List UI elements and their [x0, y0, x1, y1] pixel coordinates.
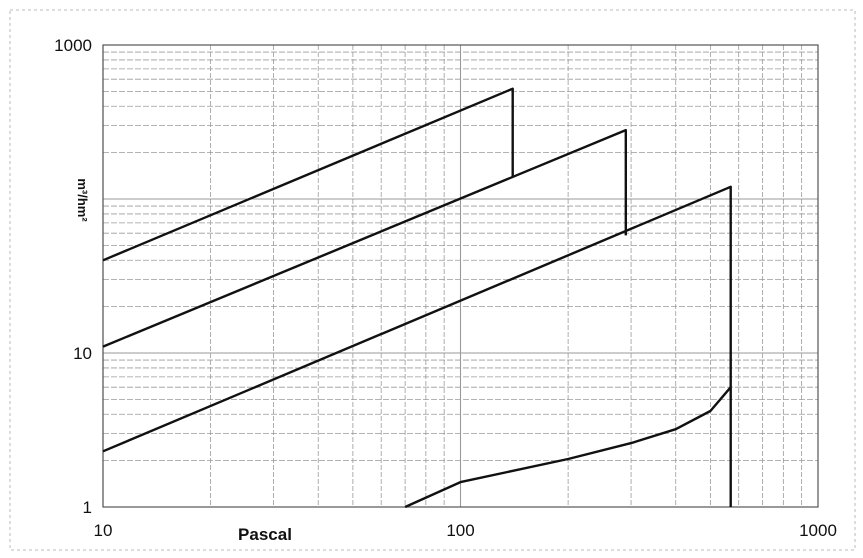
series-line-3: [102, 185, 732, 507]
y-tick-label: 1000: [54, 36, 92, 55]
x-axis-label: Pascal: [238, 525, 292, 544]
series-group: [102, 87, 732, 509]
x-tick-label: 1000: [799, 521, 837, 540]
series-line-4: [404, 386, 732, 509]
x-tick-label: 100: [446, 521, 474, 540]
y-tick-label: 10: [73, 344, 92, 363]
outer-border: [9, 9, 856, 551]
y-tick-label: 1: [83, 498, 92, 517]
plot-frame: [102, 44, 819, 508]
series-line-2: [102, 128, 627, 348]
grid: [102, 45, 818, 508]
y-axis-label: m³/hm²: [75, 178, 90, 222]
x-tick-label: 10: [94, 521, 113, 540]
series-line-1: [102, 87, 514, 262]
